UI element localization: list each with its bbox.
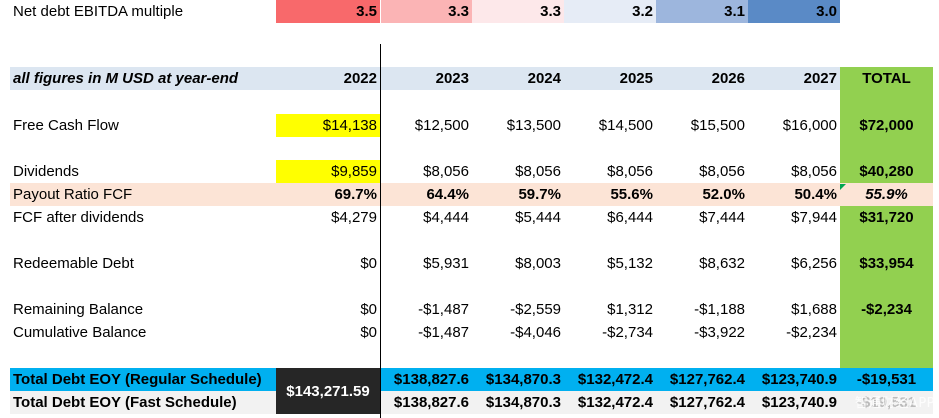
redeemable-total: $33,954 bbox=[859, 255, 914, 272]
cumulative-2024: -$4,046 bbox=[510, 324, 561, 341]
debt-regular-2024: $134,870.3 bbox=[485, 371, 561, 388]
payout-2022: 69.7% bbox=[334, 186, 377, 203]
ebitda-value-2026: 3.1 bbox=[656, 0, 748, 23]
debt-fast-band bbox=[10, 391, 933, 414]
ebitda-multiple-label: Net debt EBITDA multiple bbox=[13, 3, 184, 20]
fcf-2022: $14,138 bbox=[276, 114, 380, 137]
remaining-2022: $0 bbox=[360, 301, 377, 318]
dividends-2024: $8,056 bbox=[515, 163, 561, 180]
redeemable-2027: $6,256 bbox=[791, 255, 837, 272]
year-2025: 2025 bbox=[619, 70, 653, 87]
payout-label: Payout Ratio FCF bbox=[13, 186, 133, 203]
year-2022: 2022 bbox=[343, 70, 377, 87]
redeemable-2024: $8,003 bbox=[515, 255, 561, 272]
debt-regular-2026: $127,762.4 bbox=[669, 371, 745, 388]
dividends-2026: $8,056 bbox=[699, 163, 745, 180]
remaining-2025: $1,312 bbox=[607, 301, 653, 318]
redeemable-2026: $8,632 bbox=[699, 255, 745, 272]
debt-regular-total: -$19,531 bbox=[856, 371, 917, 388]
fcf-after-2022: $4,279 bbox=[331, 209, 377, 226]
ebitda-value-2024: 3.3 bbox=[472, 0, 564, 23]
fcf-after-2026: $7,444 bbox=[699, 209, 745, 226]
remaining-2023: -$1,487 bbox=[418, 301, 469, 318]
redeemable-2022: $0 bbox=[360, 255, 377, 272]
redeemable-label: Redeemable Debt bbox=[13, 255, 134, 272]
ebitda-value-2027: 3.0 bbox=[748, 0, 840, 23]
debt-regular-2025: $132,472.4 bbox=[577, 371, 653, 388]
payout-2023: 64.4% bbox=[426, 186, 469, 203]
remaining-label: Remaining Balance bbox=[13, 301, 144, 318]
year-2024: 2024 bbox=[527, 70, 561, 87]
fcf-2025: $14,500 bbox=[598, 117, 653, 134]
debt-fast-2026: $127,762.4 bbox=[669, 394, 745, 411]
dividends-2022: $9,859 bbox=[276, 160, 380, 183]
total-header: TOTAL bbox=[862, 70, 911, 87]
fcf-after-2025: $6,444 bbox=[607, 209, 653, 226]
cumulative-2023: -$1,487 bbox=[418, 324, 469, 341]
watermark-text: 智通财经APP bbox=[854, 396, 935, 411]
cumulative-2026: -$3,922 bbox=[694, 324, 745, 341]
debt-fast-2024: $134,870.3 bbox=[485, 394, 561, 411]
total-column bbox=[840, 67, 933, 368]
column-divider bbox=[380, 44, 381, 418]
remaining-2027: $1,688 bbox=[791, 301, 837, 318]
fcf-after-2024: $5,444 bbox=[515, 209, 561, 226]
ebitda-value-2025: 3.2 bbox=[564, 0, 656, 23]
payout-2026: 52.0% bbox=[702, 186, 745, 203]
payout-2024: 59.7% bbox=[518, 186, 561, 203]
year-2023: 2023 bbox=[435, 70, 469, 87]
payout-2025: 55.6% bbox=[610, 186, 653, 203]
debt-regular-band bbox=[10, 368, 933, 391]
ebitda-value-2022: 3.5 bbox=[276, 0, 380, 23]
fcf-total: $72,000 bbox=[859, 117, 914, 134]
cumulative-label: Cumulative Balance bbox=[13, 324, 147, 341]
cumulative-2027: -$2,234 bbox=[786, 324, 837, 341]
debt-2022-merged: $143,271.59 bbox=[276, 368, 380, 414]
debt-fast-2023: $138,827.6 bbox=[393, 394, 469, 411]
debt-fast-label: Total Debt EOY (Fast Schedule) bbox=[13, 394, 237, 411]
fcf-label: Free Cash Flow bbox=[13, 117, 119, 134]
fcf-after-total: $31,720 bbox=[859, 209, 914, 226]
cell-comment-marker bbox=[840, 184, 846, 190]
payout-2027: 50.4% bbox=[794, 186, 837, 203]
units-label: all figures in M USD at year-end bbox=[13, 70, 239, 87]
remaining-2026: -$1,188 bbox=[694, 301, 745, 318]
debt-regular-label: Total Debt EOY (Regular Schedule) bbox=[13, 371, 262, 388]
payout-total: 55.9% bbox=[865, 186, 908, 203]
year-2026: 2026 bbox=[711, 70, 745, 87]
year-2027: 2027 bbox=[803, 70, 837, 87]
payout-band bbox=[10, 183, 933, 206]
debt-regular-2023: $138,827.6 bbox=[393, 371, 469, 388]
fcf-2023: $12,500 bbox=[414, 117, 469, 134]
fcf-after-label: FCF after dividends bbox=[13, 209, 144, 226]
remaining-2024: -$2,559 bbox=[510, 301, 561, 318]
debt-fast-2025: $132,472.4 bbox=[577, 394, 653, 411]
fcf-2026: $15,500 bbox=[690, 117, 745, 134]
dividends-2025: $8,056 bbox=[607, 163, 653, 180]
ebitda-value-2023: 3.3 bbox=[381, 0, 472, 23]
header-band bbox=[10, 67, 840, 90]
dividends-2023: $8,056 bbox=[423, 163, 469, 180]
fcf-after-2023: $4,444 bbox=[423, 209, 469, 226]
cumulative-2025: -$2,734 bbox=[602, 324, 653, 341]
debt-fast-total: -$19,531 bbox=[856, 394, 917, 411]
dividends-2027: $8,056 bbox=[791, 163, 837, 180]
fcf-2024: $13,500 bbox=[506, 117, 561, 134]
debt-regular-2027: $123,740.9 bbox=[761, 371, 837, 388]
fcf-after-2027: $7,944 bbox=[791, 209, 837, 226]
fcf-2027: $16,000 bbox=[782, 117, 837, 134]
dividends-total: $40,280 bbox=[859, 163, 914, 180]
remaining-total: -$2,234 bbox=[861, 301, 912, 318]
redeemable-2025: $5,132 bbox=[607, 255, 653, 272]
redeemable-2023: $5,931 bbox=[423, 255, 469, 272]
dividends-label: Dividends bbox=[13, 163, 79, 180]
cumulative-2022: $0 bbox=[360, 324, 377, 341]
debt-fast-2027: $123,740.9 bbox=[761, 394, 837, 411]
